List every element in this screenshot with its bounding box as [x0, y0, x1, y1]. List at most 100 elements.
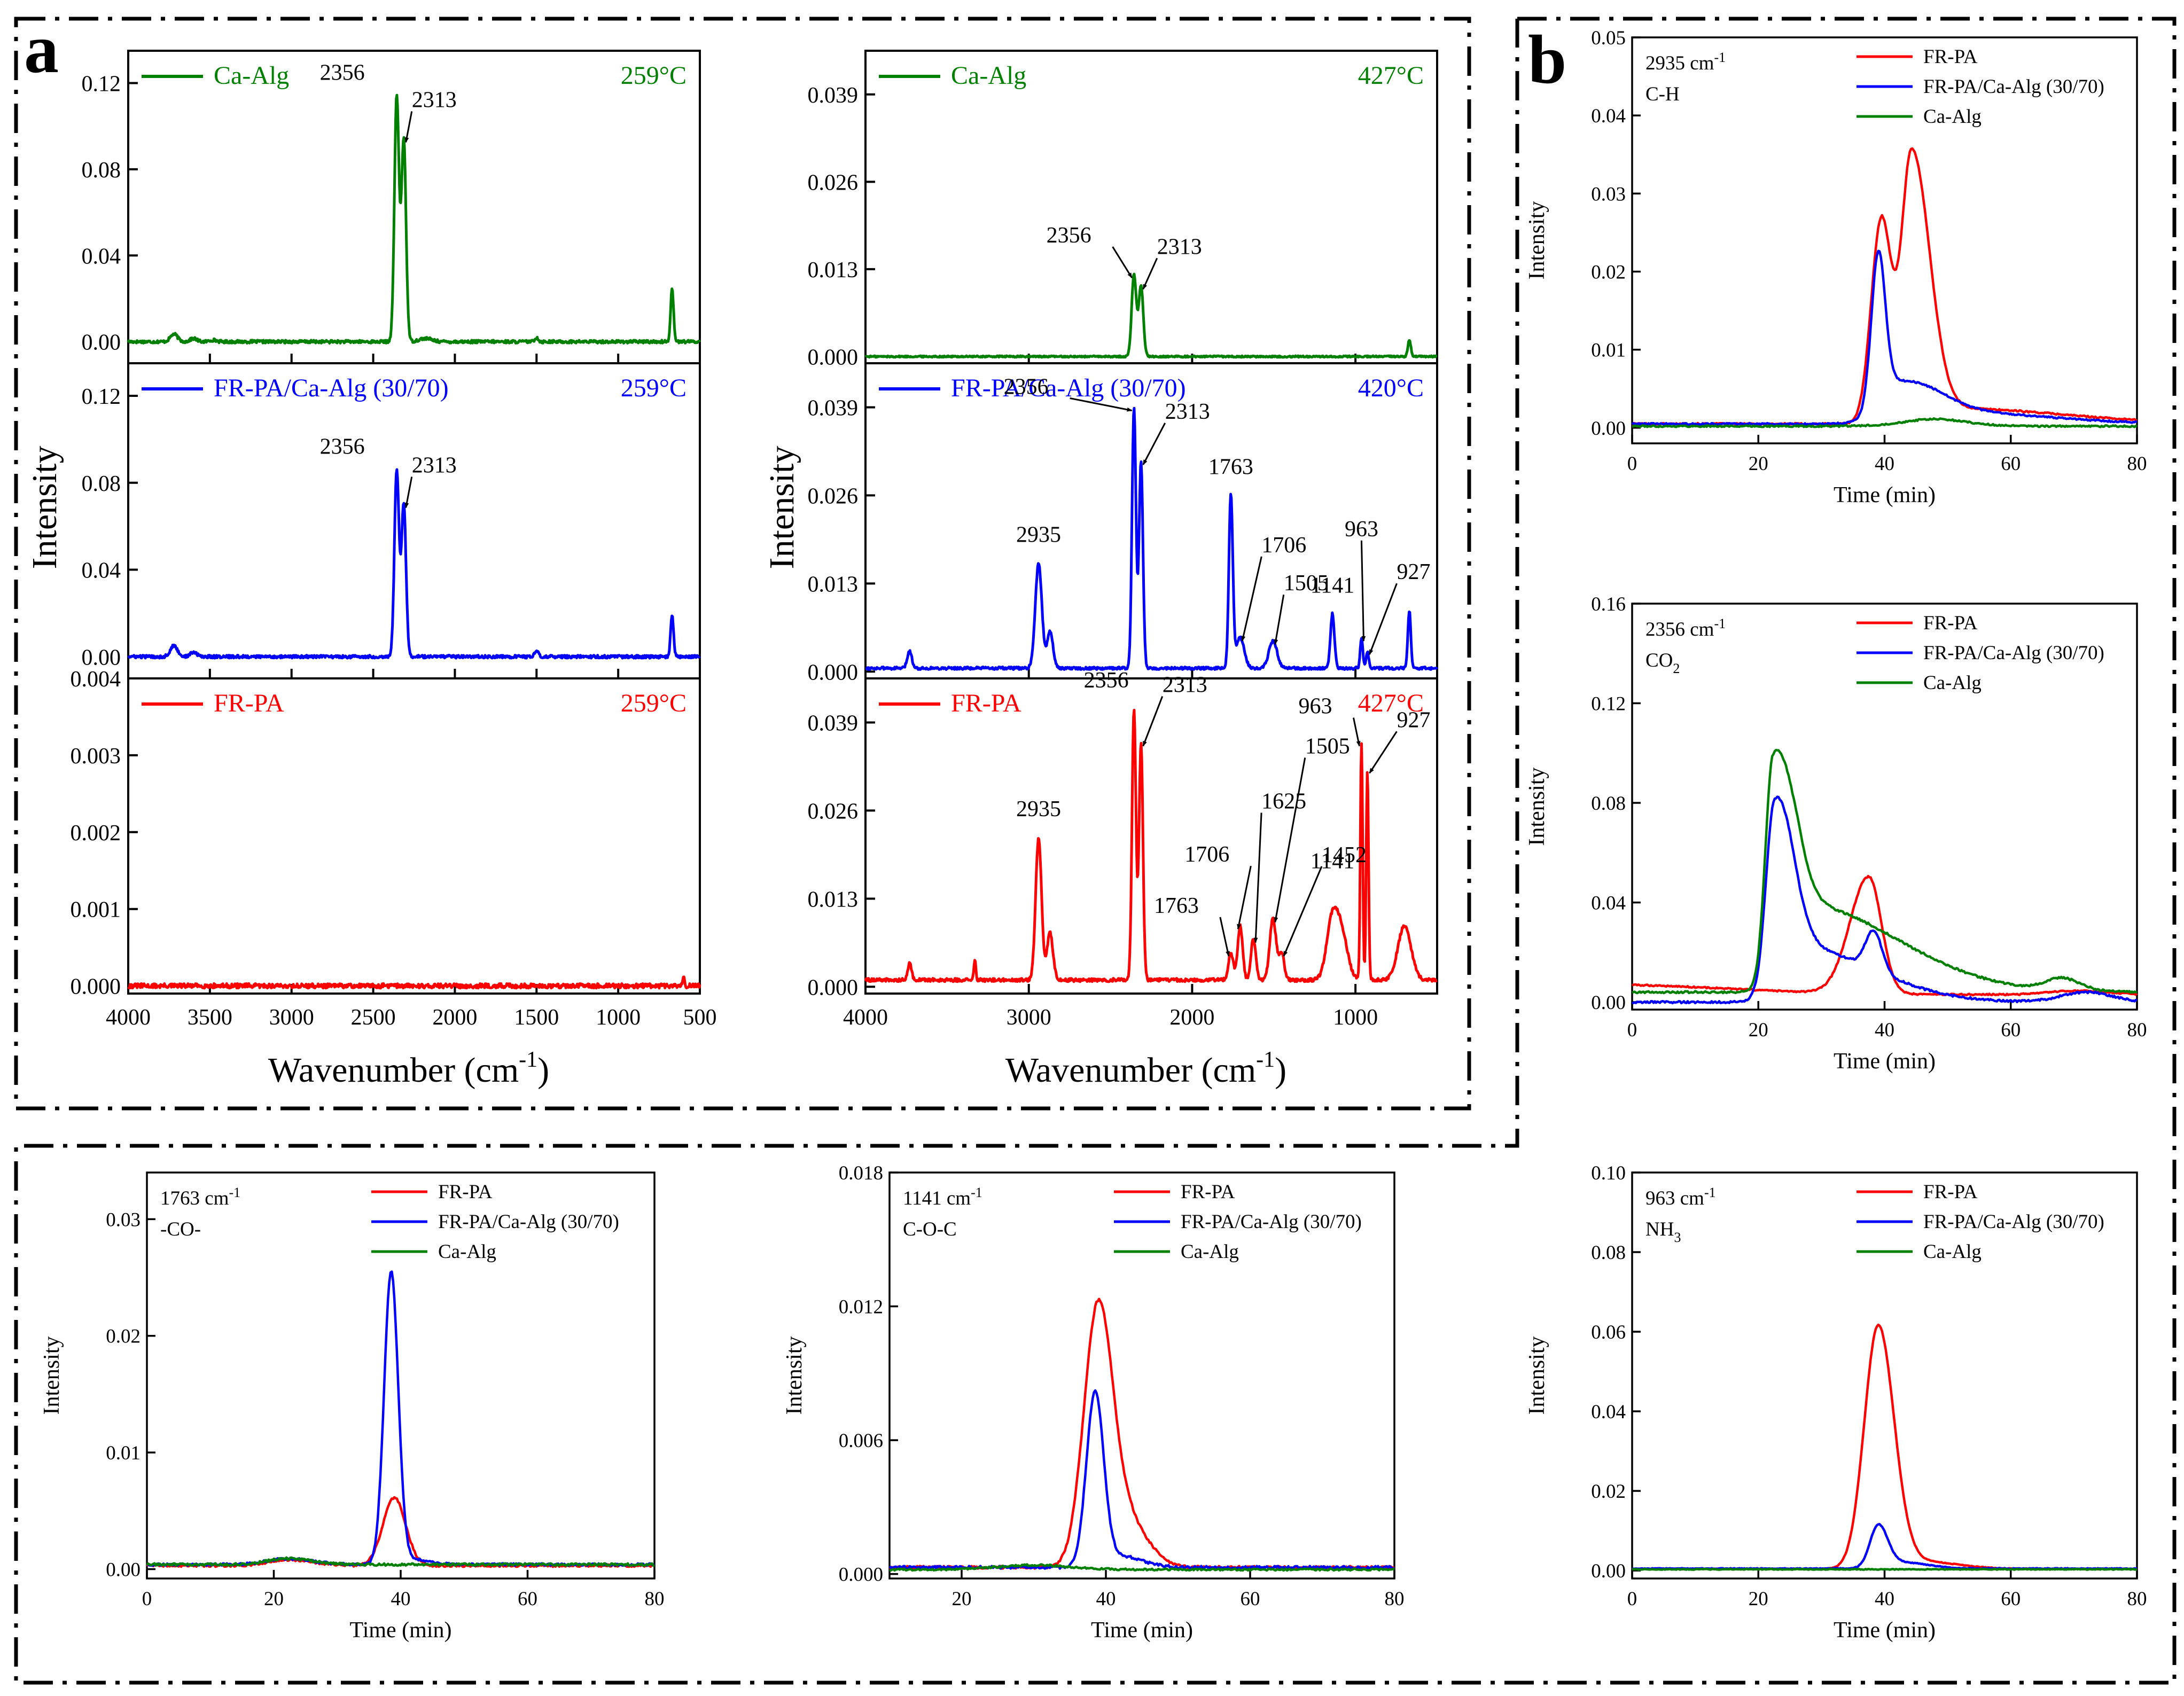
tga-y-title: Intensity	[782, 1337, 807, 1415]
peak-arrow	[1142, 257, 1158, 290]
tga-legend-label: FR-PA	[1923, 1181, 1978, 1203]
peak-arrow	[404, 476, 413, 509]
ftir-right-x-title: Wavenumber (cm-1)	[1005, 1048, 1286, 1090]
tga-x-tick-label: 0	[1627, 1588, 1637, 1610]
tga-x-tick-label: 20	[1749, 1019, 1768, 1041]
tga-y-tick-label: 0.02	[106, 1326, 141, 1348]
tga-y-tick-label: 0.00	[1591, 1560, 1626, 1582]
ftir-legend-label: Ca-Alg	[951, 61, 1026, 90]
ftir-y-tick-label: 0.039	[808, 83, 859, 108]
ftir-x-tick-label: 4000	[843, 1005, 888, 1030]
tga-y-tick-label: 0.018	[839, 1162, 883, 1184]
ftir-x-tick-label: 1500	[514, 1005, 559, 1030]
ftir-temperature: 259°C	[621, 689, 687, 717]
panel-label-a: a	[24, 11, 59, 88]
ftir-y-tick-label: 0.026	[808, 484, 859, 509]
peak-label: 1763	[1208, 455, 1253, 479]
tga-frame-ch	[1631, 36, 2138, 444]
tga-legend-label: FR-PA/Ca-Alg (30/70)	[1181, 1211, 1362, 1233]
tga-series-line-co2-0	[1632, 874, 2138, 997]
tga-y-tick-label: 0.10	[1591, 1162, 1626, 1184]
ftir-temperature: 259°C	[621, 61, 687, 90]
tga-legend-label: FR-PA	[1181, 1181, 1235, 1203]
tga-y-title: Intensity	[1525, 768, 1549, 846]
tga-series-line-co2-1	[1632, 795, 2138, 1005]
peak-label: 2313	[1165, 400, 1210, 424]
peak-label: 2313	[1157, 235, 1202, 259]
wavenumber-text: Wavenumber (cm	[1005, 1051, 1256, 1090]
ftir-y-tick-label: 0.04	[82, 559, 121, 583]
peak-arrow	[1369, 583, 1398, 655]
wavenumber-sup: -1	[519, 1048, 537, 1072]
peak-label: 1505	[1284, 571, 1329, 596]
tga-x-tick-label: 80	[1385, 1588, 1405, 1610]
tga-y-title: Intensity	[1525, 201, 1549, 280]
ftir-frame-left-1	[127, 362, 701, 679]
peak-arrow	[1070, 397, 1133, 412]
ftir-y-tick-label: 0.026	[808, 170, 859, 195]
tga-legend-label: Ca-Alg	[1923, 1241, 1982, 1263]
tga-species: CO2	[1645, 650, 1680, 676]
tga-wavenumber: 2935 cm-1	[1645, 50, 1726, 74]
ftir-y-tick-label: 0.000	[71, 975, 121, 999]
ftir-x-tick-label: 2000	[1169, 1005, 1214, 1030]
peak-label: 1452	[1322, 843, 1367, 867]
tga-frame-co	[146, 1171, 656, 1580]
peak-label: 2356	[320, 61, 365, 85]
peak-arrow	[1142, 423, 1166, 465]
peak-label: 1625	[1261, 789, 1306, 814]
ftir-temperature: 259°C	[621, 374, 687, 402]
tga-frame-coc	[888, 1171, 1395, 1580]
tga-x-title: Time (min)	[1091, 1618, 1193, 1643]
spectrum-line-right-0	[864, 272, 1438, 359]
peak-arrow	[1241, 556, 1262, 642]
ftir-y-tick-label: 0.000	[808, 345, 859, 370]
ftir-legend-label: FR-PA	[214, 689, 284, 717]
tga-y-tick-label: 0.00	[1591, 992, 1626, 1014]
ftir-x-tick-label: 3000	[269, 1005, 314, 1030]
tga-legend-label: FR-PA/Ca-Alg (30/70)	[1923, 76, 2104, 98]
wavenumber-text: Wavenumber (cm	[268, 1051, 519, 1090]
tga-x-tick-label: 20	[952, 1588, 972, 1610]
ftir-x-tick-label: 3500	[188, 1005, 232, 1030]
tga-y-tick-label: 0.01	[106, 1442, 141, 1464]
tga-x-tick-label: 0	[1627, 1019, 1637, 1041]
tga-x-tick-label: 0	[142, 1588, 152, 1610]
ftir-y-tick-label: 0.08	[82, 472, 121, 496]
peak-label: 2935	[1016, 522, 1061, 547]
tga-series-line-co-0	[146, 1496, 655, 1568]
peak-label: 2313	[412, 453, 457, 478]
tga-y-title: Intensity	[40, 1337, 64, 1415]
tga-x-tick-label: 40	[1875, 1588, 1894, 1610]
tga-x-tick-label: 80	[645, 1588, 665, 1610]
peak-arrow	[1274, 757, 1306, 923]
tga-series-line-co2-2	[1632, 748, 2138, 995]
tga-x-tick-label: 20	[264, 1588, 284, 1610]
ftir-y-tick-label: 0.004	[71, 667, 121, 692]
tga-y-tick-label: 0.05	[1591, 27, 1626, 49]
tga-legend-label: FR-PA/Ca-Alg (30/70)	[438, 1211, 619, 1233]
tga-wavenumber: 963 cm-1	[1645, 1185, 1716, 1209]
peak-label: 2356	[320, 434, 365, 459]
tga-y-tick-label: 0.03	[1591, 183, 1626, 205]
ftir-y-tick-label: 0.013	[808, 572, 859, 597]
ftir-right-y-title: Intensity	[762, 446, 801, 569]
tga-series-line-coc-2	[889, 1563, 1395, 1572]
tga-y-tick-label: 0.12	[1591, 693, 1626, 715]
tga-legend-label: FR-PA	[438, 1181, 493, 1203]
spectrum-line-left-0	[127, 93, 701, 345]
tga-y-title: Intensity	[1525, 1337, 1549, 1415]
tga-series-line-nh3-2	[1632, 1567, 2138, 1571]
panel-label-b: b	[1528, 21, 1566, 98]
ftir-temperature: 427°C	[1358, 689, 1424, 717]
ftir-x-tick-label: 4000	[106, 1005, 151, 1030]
peak-arrow	[1253, 812, 1262, 943]
ftir-x-tick-label: 3000	[1007, 1005, 1051, 1030]
charts-layer: 0.000.040.080.12 Ca-Alg 259°C235623130.000…	[40, 27, 2147, 1643]
wavenumber-close: )	[1275, 1051, 1286, 1090]
tga-y-tick-label: 0.000	[839, 1564, 883, 1586]
tga-y-tick-label: 0.01	[1591, 340, 1626, 362]
panel-b-border	[14, 17, 2177, 1685]
ftir-x-tick-label: 2500	[351, 1005, 396, 1030]
